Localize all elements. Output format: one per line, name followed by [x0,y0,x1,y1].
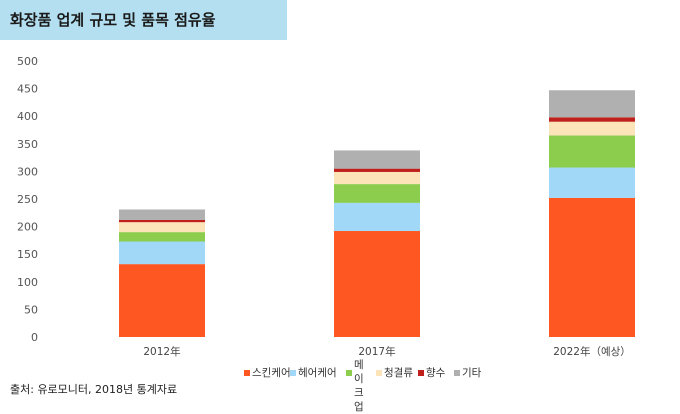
legend-item: 스킨케어 [244,366,291,380]
legend-item: 헤어케어 [290,366,337,380]
legend-item: 메이크업 [346,359,368,414]
bar-segment [119,232,205,242]
bar-segment [119,241,205,265]
legend-label: 헤어케어 [298,367,337,379]
y-tick-label: 100 [17,276,38,289]
bar-segment [549,117,635,122]
bar-segment [334,184,420,203]
y-tick-label: 350 [17,138,38,151]
legend-swatch [244,370,250,376]
legend-swatch [376,370,382,376]
legend-swatch [418,370,424,376]
legend-item: 청결류 [376,366,413,380]
bar-segment [334,231,420,337]
bar-segment [334,202,420,232]
x-tick-label: 2022年（예상） [553,345,631,358]
legend-label: 청결류 [384,367,413,379]
bar-segment [119,264,205,337]
legend-label: 향수 [426,367,446,379]
bar-segment [549,135,635,168]
bar-segment [119,209,205,220]
y-tick-label: 50 [24,303,38,316]
y-tick-label: 250 [17,193,38,206]
bar-segment [549,197,635,337]
y-tick-label: 150 [17,248,38,261]
title-banner: 화장품 업계 규모 및 품목 점유율 [0,0,287,40]
legend-swatch [454,370,460,376]
legend-item: 향수 [418,366,445,380]
chart-title: 화장품 업계 규모 및 품목 점유율 [10,11,216,29]
bar-segment [334,168,420,172]
bar-segment [549,167,635,198]
source-note: 출처: 유로모니터, 2018년 통계자료 [10,383,178,396]
legend-swatch [346,370,352,376]
y-tick-label: 450 [17,83,38,96]
legend-label: 스킨케어 [252,367,291,379]
bar-segment [334,150,420,169]
x-tick-label: 2012年 [143,345,180,358]
y-tick-label: 300 [17,165,38,178]
y-tick-label: 0 [31,331,38,344]
legend-label: 메이크업 [354,359,364,413]
bar-segment [119,222,205,233]
legend-swatch [290,370,296,376]
bar-segment [119,219,205,223]
bar-segment [334,171,420,185]
legend-item: 기타 [454,366,481,380]
bar-segment [549,121,635,136]
y-tick-label: 500 [17,55,38,68]
x-tick-label: 2017年 [358,345,395,358]
y-tick-label: 200 [17,221,38,234]
legend-label: 기타 [462,367,482,379]
y-tick-label: 400 [17,110,38,123]
bar-segment [549,90,635,118]
